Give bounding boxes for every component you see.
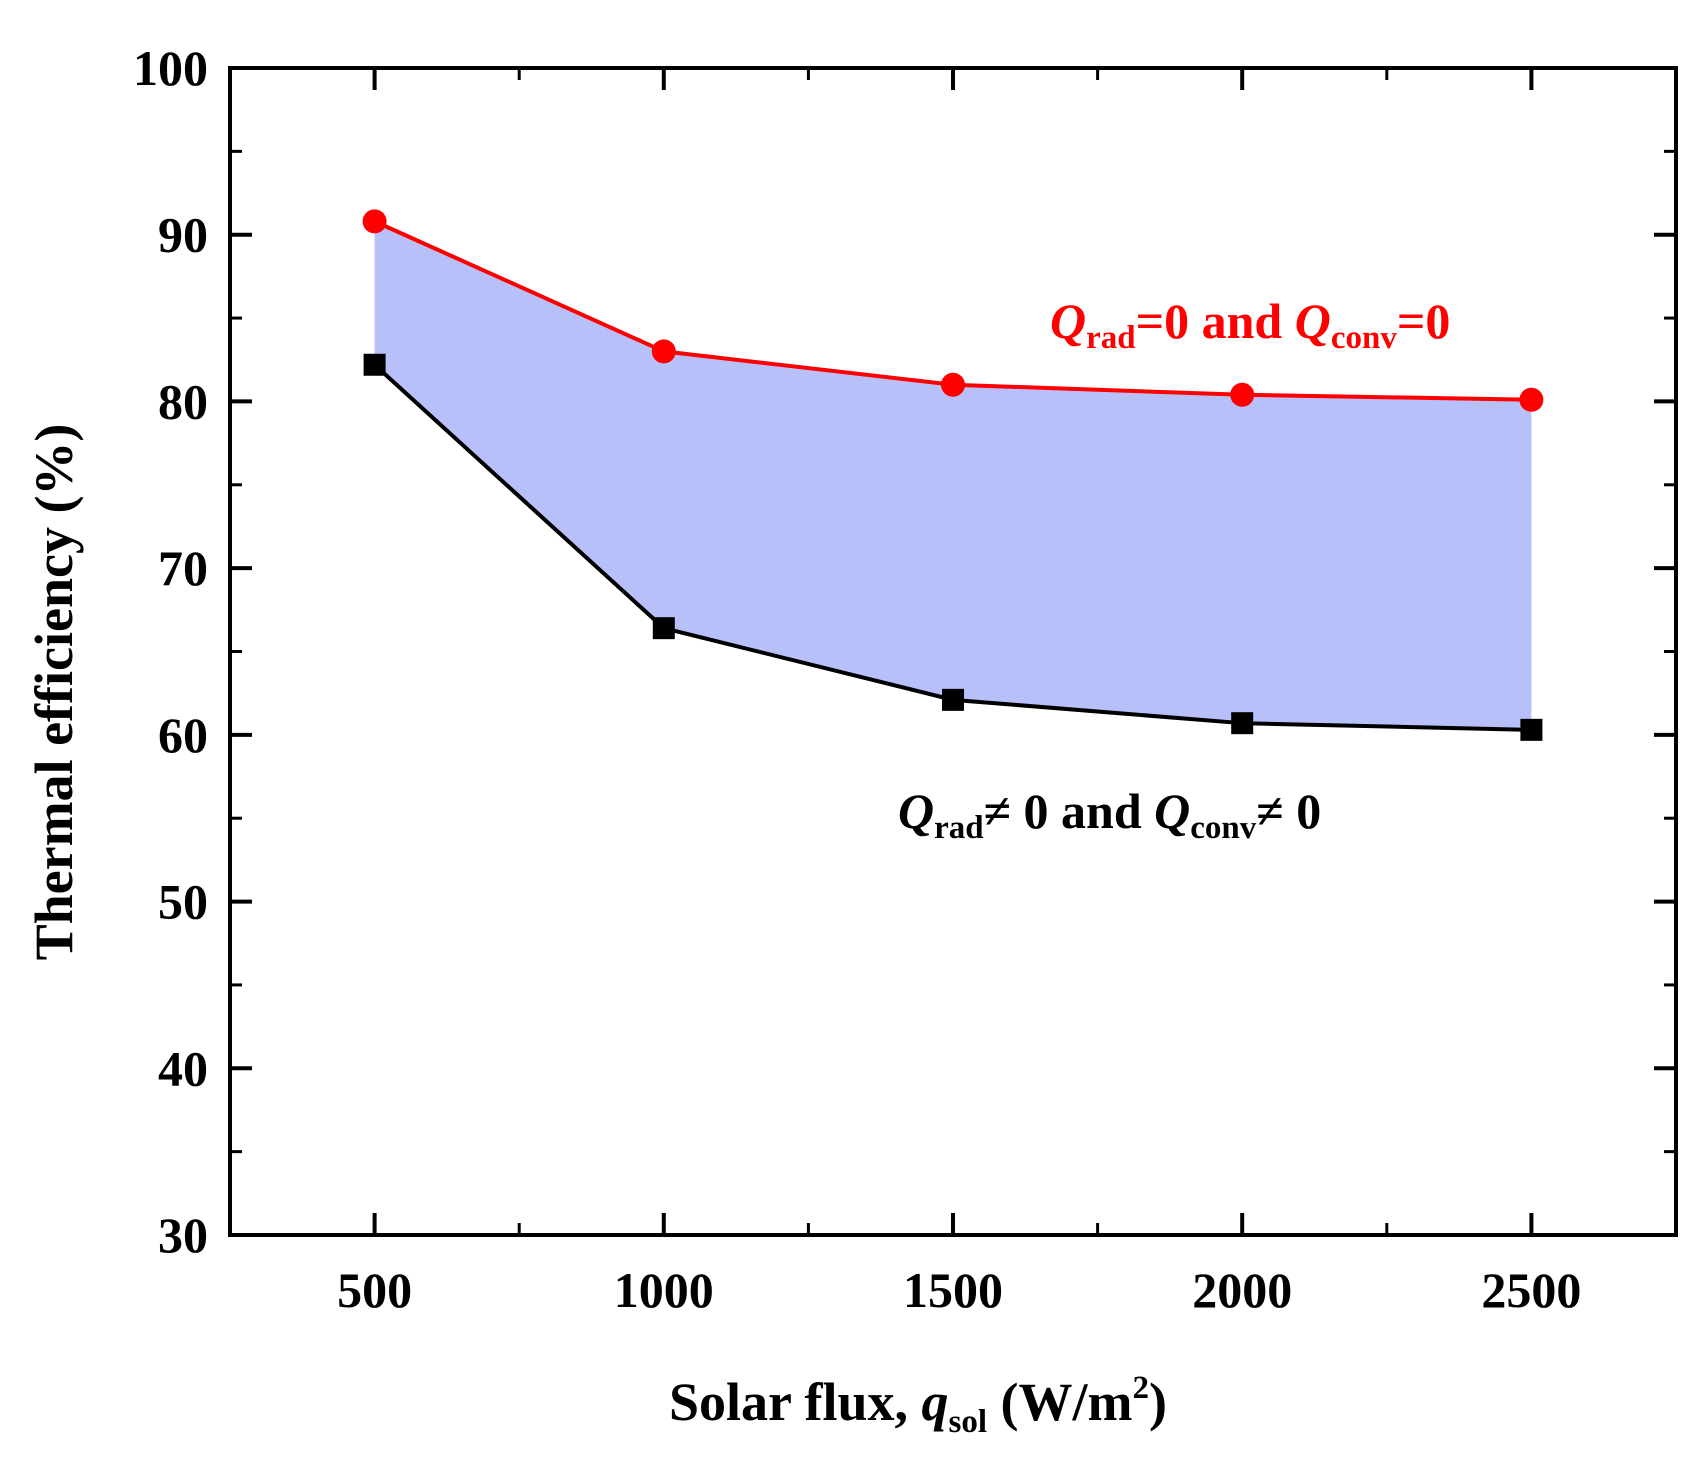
series-0-point-4 <box>1519 387 1544 412</box>
x-tick-label-4: 2500 <box>1481 1262 1581 1318</box>
markers-layer <box>362 209 1544 741</box>
annotation-real-sub2: conv <box>1190 810 1257 846</box>
annotation-ideal-sub1: rad <box>1086 320 1136 356</box>
series-1-point-1 <box>652 617 675 640</box>
y-tick-label-6: 90 <box>158 207 208 263</box>
series-1-point-4 <box>1520 718 1543 741</box>
x-tick-label-0: 500 <box>337 1262 412 1318</box>
x-title-units: (W/m <box>987 1372 1132 1432</box>
x-title-variable: q <box>922 1372 949 1432</box>
series-1-point-3 <box>1231 712 1254 735</box>
annotation-ideal-case: Qrad=0 and Qconv=0 <box>1050 293 1450 356</box>
fill-between-layer <box>374 221 1532 730</box>
series-1-point-0 <box>363 353 386 376</box>
y-tick-label-7: 100 <box>133 40 208 96</box>
x-tick-label-1: 1000 <box>614 1262 714 1318</box>
annotation-real-case: Qrad≠ 0 and Qconv≠ 0 <box>898 783 1321 846</box>
y-tick-label-3: 60 <box>158 707 208 763</box>
series-0-point-1 <box>651 339 676 364</box>
annotation-real-end: ≠ 0 <box>1256 783 1321 839</box>
series-0-point-2 <box>941 372 965 397</box>
x-title-prefix: Solar flux, <box>669 1372 922 1432</box>
x-title-subscript: sol <box>949 1404 988 1440</box>
annotation-ideal-sub2: conv <box>1331 320 1398 356</box>
annotation-ideal-end: =0 <box>1397 293 1451 349</box>
y-tick-label-0: 30 <box>158 1207 208 1263</box>
y-axis-title: Thermal efficiency (%) <box>24 424 84 961</box>
annotation-ideal-q2: Q <box>1295 293 1331 349</box>
y-tick-label-1: 40 <box>158 1040 208 1096</box>
x-tick-label-3: 2000 <box>1192 1262 1292 1318</box>
x-title-units-close: ) <box>1149 1372 1167 1432</box>
annotation-ideal-mid: =0 and <box>1136 293 1295 349</box>
x-tick-label-2: 1500 <box>903 1262 1003 1318</box>
y-tick-label-2: 50 <box>158 874 208 930</box>
annotation-real-sub1: rad <box>934 810 984 846</box>
series-1-point-2 <box>942 688 964 711</box>
annotation-real-mid: ≠ 0 and <box>984 783 1155 839</box>
series-0-point-3 <box>1230 382 1255 407</box>
annotation-real-q1: Q <box>898 783 934 839</box>
ticks-layer: 500 1000 1500 2000 2500 30 40 50 60 70 80 90 100 <box>133 40 1676 1318</box>
annotation-real-q2: Q <box>1154 783 1190 839</box>
x-axis-title: Solar flux, qsol (W/m2) <box>669 1370 1167 1440</box>
y-tick-label-5: 80 <box>158 373 208 429</box>
fill-between-area <box>374 221 1532 730</box>
y-tick-label-4: 70 <box>158 540 208 596</box>
series-0-point-0 <box>362 209 387 234</box>
annotation-ideal-q1: Q <box>1050 293 1086 349</box>
x-title-superscript: 2 <box>1133 1370 1150 1406</box>
